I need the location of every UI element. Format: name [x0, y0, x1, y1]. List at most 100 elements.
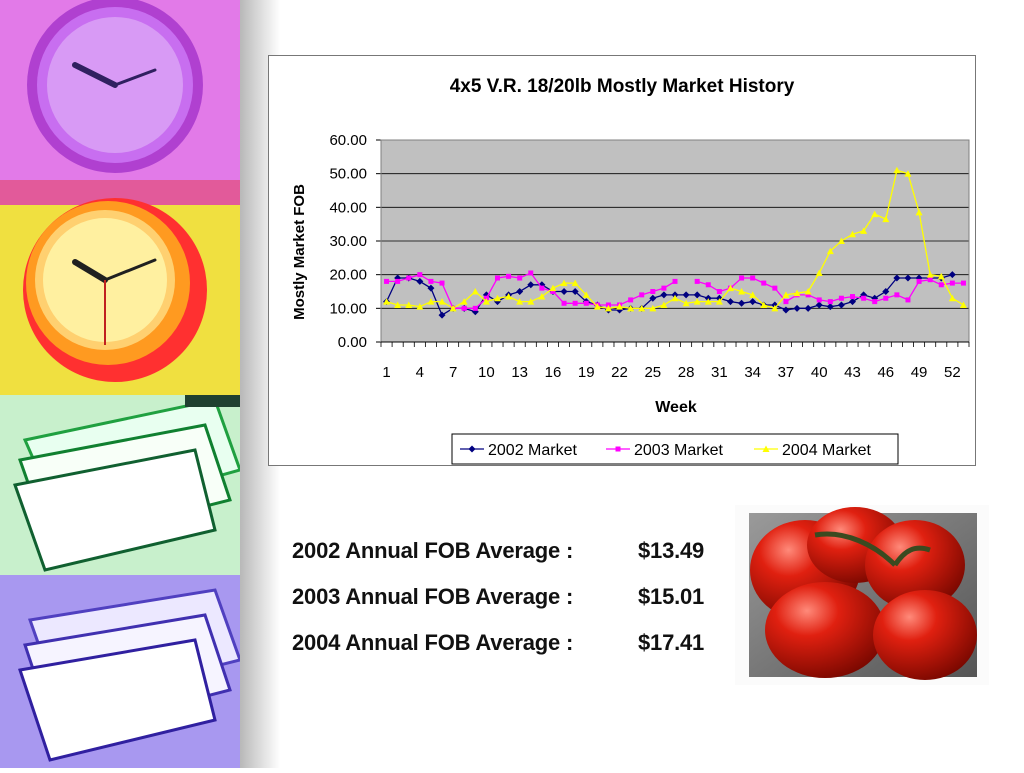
x-tick-label: 13 [511, 364, 528, 381]
data-point [550, 289, 556, 294]
data-point [682, 291, 690, 299]
x-tick-label: 49 [911, 364, 928, 381]
data-point [749, 298, 757, 306]
data-point [904, 170, 912, 177]
data-point [538, 293, 546, 300]
data-point [517, 275, 523, 281]
line-chart: 4x5 V.R. 18/20lb Mostly Market History 0… [291, 76, 970, 465]
data-point [571, 279, 579, 287]
data-point [849, 230, 857, 238]
average-label: 2004 Annual FOB Average : [292, 630, 574, 655]
data-point [872, 299, 878, 305]
data-point [560, 279, 568, 287]
y-tick-label: 0.00 [338, 334, 367, 351]
clock-icon [27, 0, 203, 173]
data-point [661, 285, 667, 291]
data-point [427, 284, 435, 292]
data-point [506, 273, 512, 279]
legend-label: 2003 Market [634, 442, 723, 459]
data-point [539, 285, 545, 291]
data-point [704, 298, 712, 305]
x-tick-label: 22 [611, 364, 628, 381]
decorative-left-strip [0, 0, 242, 768]
data-point [816, 297, 822, 303]
data-point [916, 278, 922, 284]
x-tick-label: 1 [382, 364, 390, 381]
data-point [438, 311, 446, 319]
data-point [771, 304, 779, 312]
data-point [417, 272, 423, 278]
data-point [660, 301, 668, 308]
data-point [628, 297, 634, 303]
data-point [883, 295, 889, 301]
chart-title: 4x5 V.R. 18/20lb Mostly Market History [450, 76, 795, 97]
x-tick-label: 46 [877, 364, 894, 381]
data-point [927, 277, 933, 283]
data-point [582, 291, 590, 298]
data-point [782, 306, 790, 314]
data-point [527, 281, 535, 289]
data-point [471, 288, 479, 295]
y-tick-label: 60.00 [329, 132, 367, 149]
x-tick-label: 43 [844, 364, 861, 381]
data-point [395, 278, 401, 284]
x-tick-label: 40 [811, 364, 828, 381]
data-point [826, 303, 834, 311]
data-point [416, 303, 424, 310]
legend-marker [615, 446, 621, 452]
data-point [572, 300, 578, 306]
data-point [726, 284, 734, 292]
data-point [384, 278, 390, 284]
data-point [815, 269, 823, 276]
data-point [405, 301, 413, 308]
data-point [893, 166, 901, 174]
data-point [948, 271, 956, 279]
data-point [948, 294, 956, 302]
average-line-2003: 2003 Annual FOB Average : $15.01 [292, 584, 704, 610]
data-point [871, 210, 879, 218]
x-tick-label: 7 [449, 364, 457, 381]
data-point [738, 288, 746, 295]
data-point [726, 298, 734, 306]
data-point [761, 280, 767, 286]
y-tick-label: 40.00 [329, 199, 367, 216]
data-point [783, 299, 789, 305]
tomatoes-photo [735, 505, 989, 685]
x-tick-label: 37 [778, 364, 795, 381]
data-point [772, 285, 778, 291]
data-point [804, 288, 812, 295]
data-point [793, 304, 801, 312]
data-point [715, 298, 723, 305]
data-point [882, 288, 890, 295]
data-point [616, 303, 624, 310]
data-point [604, 304, 612, 312]
x-tick-label: 19 [578, 364, 595, 381]
data-point [649, 294, 657, 302]
data-point [561, 300, 567, 306]
data-point [915, 208, 923, 216]
data-point [672, 278, 678, 284]
y-tick-label: 20.00 [329, 267, 367, 284]
legend-label: 2002 Market [488, 442, 577, 459]
average-value: $15.01 [638, 584, 705, 609]
y-tick-label: 10.00 [329, 300, 367, 317]
data-point [827, 299, 833, 305]
average-label: 2002 Annual FOB Average : [292, 538, 574, 563]
data-point [904, 274, 912, 282]
data-point [850, 294, 856, 300]
x-tick-label: 52 [944, 364, 961, 381]
papers-icon [18, 588, 242, 762]
data-point [583, 300, 589, 306]
data-point [804, 304, 812, 312]
data-point [461, 305, 467, 311]
data-point [693, 291, 701, 299]
data-point [528, 270, 534, 276]
data-point [861, 295, 867, 301]
data-point [837, 237, 845, 244]
data-point [693, 298, 701, 305]
data-point [438, 298, 446, 305]
x-tick-label: 25 [644, 364, 661, 381]
data-point [837, 301, 845, 309]
data-point [505, 293, 513, 300]
data-point [428, 278, 434, 284]
